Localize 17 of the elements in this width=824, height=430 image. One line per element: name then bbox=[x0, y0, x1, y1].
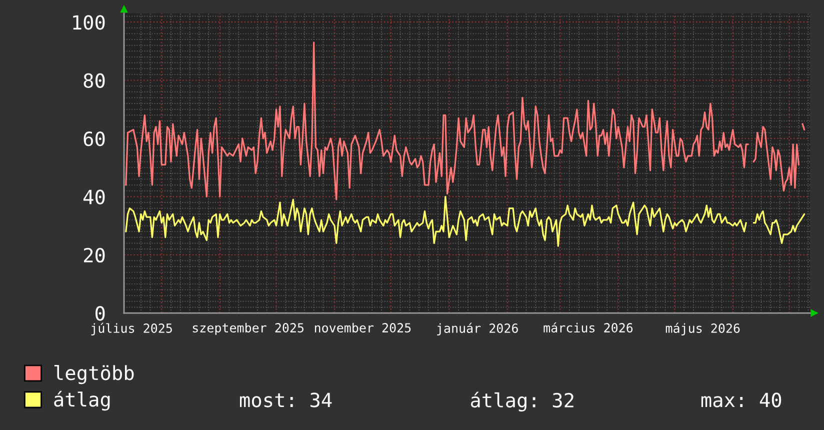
x-tick-label: november 2025 bbox=[314, 322, 411, 333]
y-tick-label: 100 bbox=[73, 15, 105, 30]
text: max: 40 bbox=[701, 392, 782, 408]
y-tick-label: 40 bbox=[84, 190, 105, 204]
legend-label: legtöbb bbox=[54, 365, 134, 384]
x-tick-label: március 2026 bbox=[544, 322, 633, 333]
text: most: 34 bbox=[240, 392, 332, 408]
y-tick-label: 20 bbox=[84, 248, 105, 263]
x-tick-label: május 2026 bbox=[666, 322, 740, 336]
x-tick-label: szeptember 2025 bbox=[192, 322, 304, 335]
y-tick-label: 0 bbox=[96, 306, 105, 321]
x-tick-label: július 2025 bbox=[91, 322, 172, 336]
legend-label: átlag bbox=[54, 390, 110, 411]
x-tick-label: január 2026 bbox=[437, 322, 518, 336]
y-tick-label: 80 bbox=[84, 73, 105, 88]
text: átlag: 32 bbox=[470, 392, 574, 412]
y-tick-label: 60 bbox=[84, 131, 105, 146]
